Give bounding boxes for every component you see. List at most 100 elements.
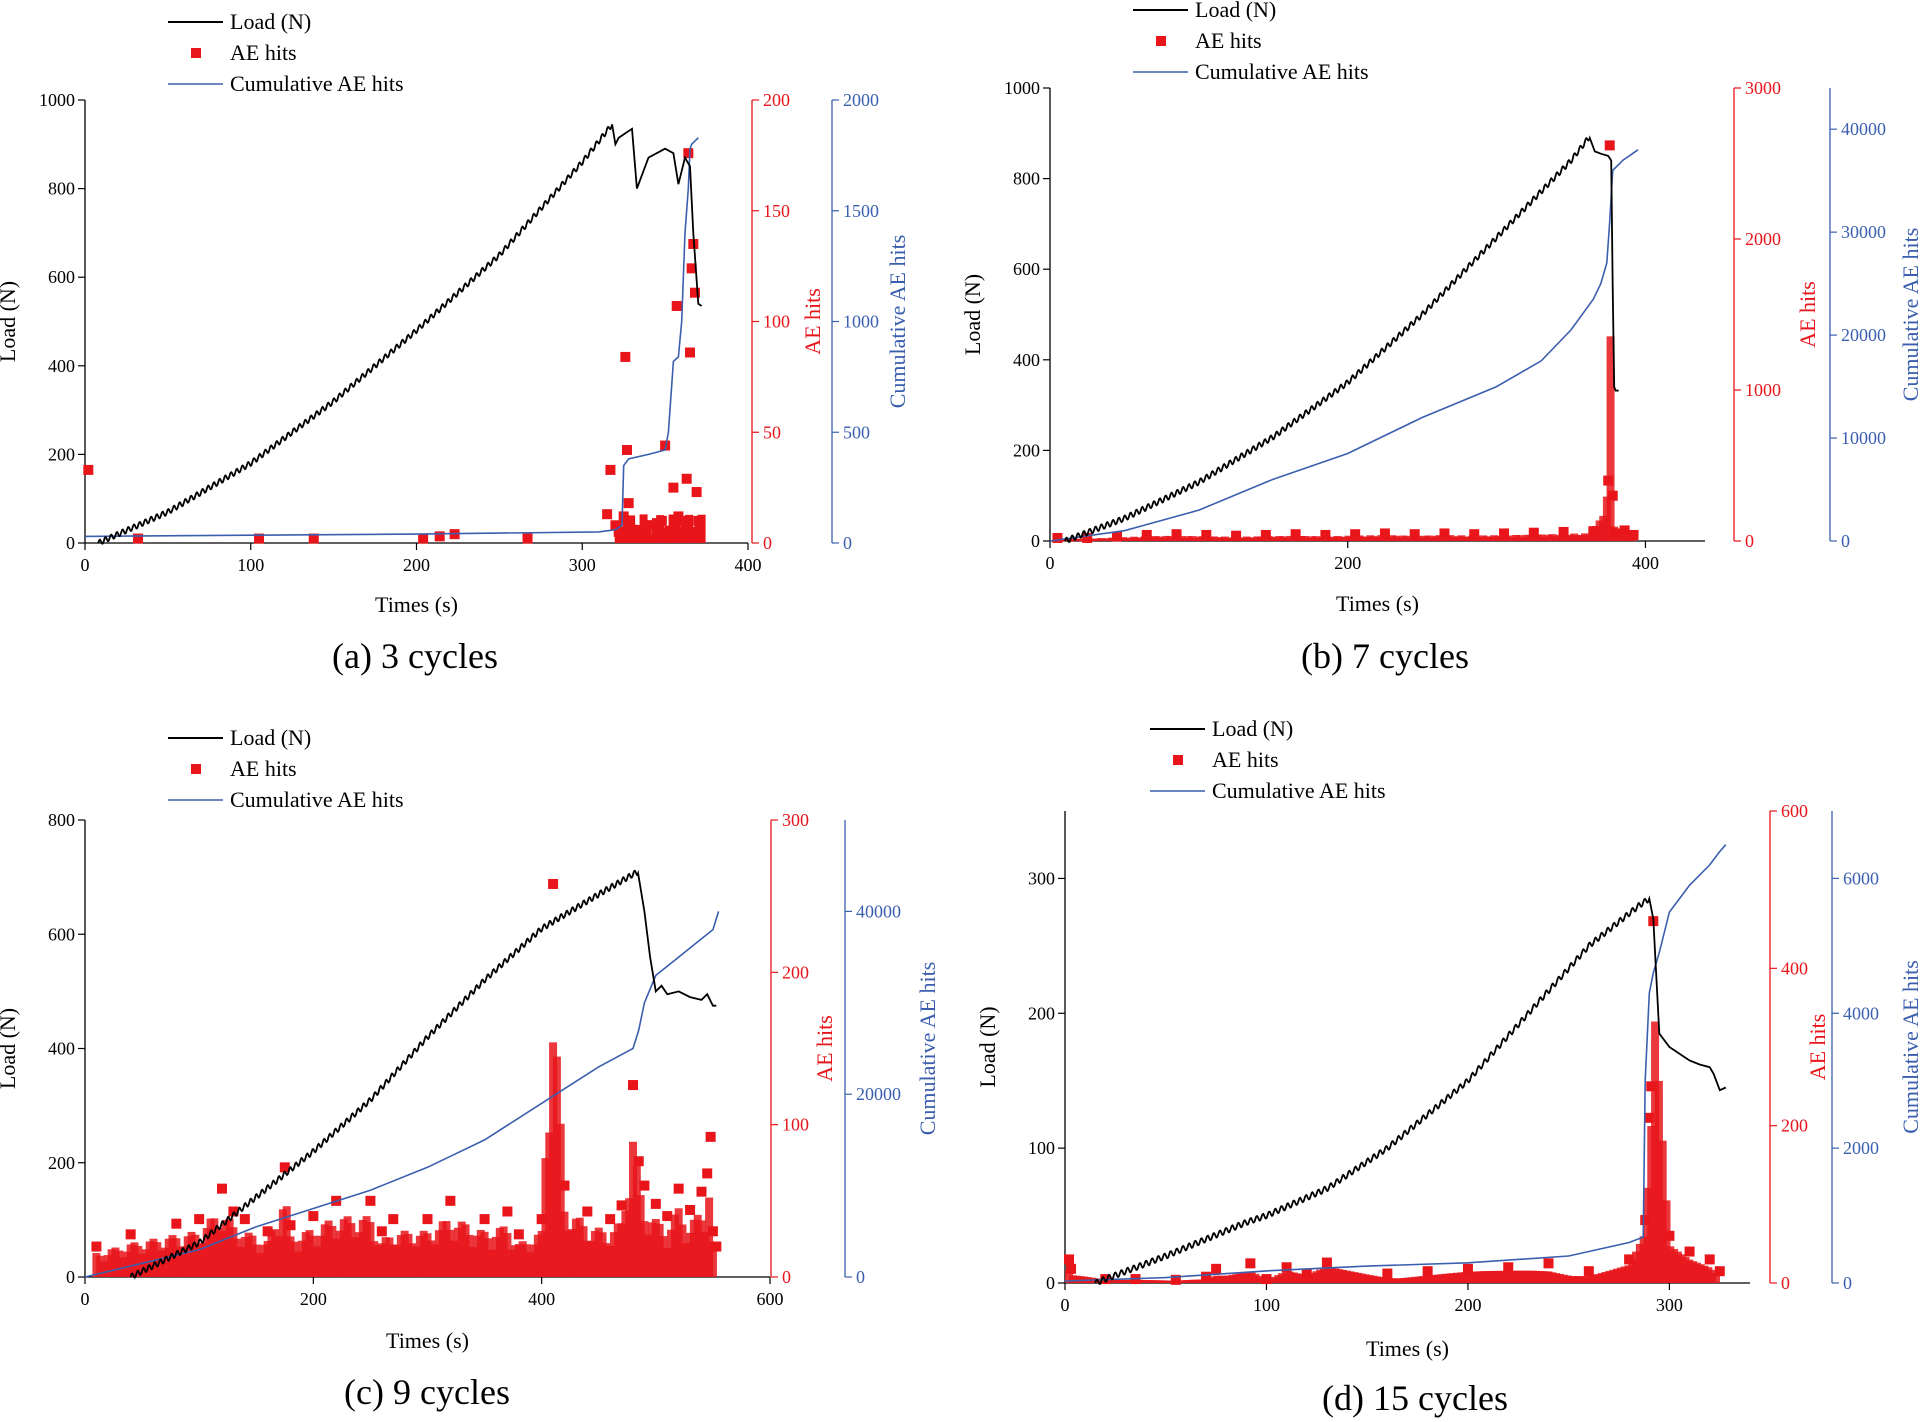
load-tick-label: 400 [1013,350,1040,370]
ae-hits-point [1052,532,1063,543]
legend: Load (N) AE hits Cumulative AE hits [1133,0,1369,84]
ae-hits-point [1640,1215,1651,1226]
cum-tick-label: 4000 [1843,1003,1879,1023]
ae-hits-bar [664,525,673,543]
load-tick-label: 800 [48,179,75,199]
ae-series [83,148,706,544]
ae-hits-point [1624,1254,1635,1265]
load-axis-label: Load (N) [0,281,20,362]
cum-axis-label: Cumulative AE hits [915,962,940,1136]
legend-cum-text: Cumulative AE hits [1212,778,1386,803]
ae-series [91,878,722,1277]
ae-hits-point [91,1241,102,1252]
ae-hits-bar [693,526,702,543]
ae-hits-point [711,1241,722,1252]
ae-hits-point [602,509,613,520]
ae-hits-point [1503,1262,1514,1273]
ae-hits-point [681,473,692,484]
ae-hits-point [1558,526,1569,537]
ae-series [1052,140,1639,543]
cum-tick-label: 20000 [856,1084,901,1104]
load-series-line [129,869,717,1279]
legend-ae-marker [191,764,201,774]
ae-hits-point [605,464,616,475]
x-axis-label: Times (s) [1366,1336,1449,1361]
x-tick-label: 200 [1334,553,1361,573]
ae-tick-label: 3000 [1745,78,1781,98]
ae-hits-point [1382,1268,1393,1279]
cum-axis-label: Cumulative AE hits [885,235,910,409]
ae-hits-bar [631,528,640,543]
ae-hits-point [1409,529,1420,540]
ae-hits-point [1439,528,1450,539]
ae-hits-point [1499,528,1510,539]
x-tick-label: 0 [81,555,90,575]
ae-tick-label: 300 [782,810,809,830]
ae-hits-point [279,1162,290,1173]
ae-hits-point [376,1226,387,1237]
ae-hits-point [1260,529,1271,540]
x-tick-label: 0 [1046,553,1055,573]
legend-ae-marker [191,48,201,58]
ae-hits-point [308,533,319,544]
chart-panel-2: 0 200 400 Times (s) 0 200 400 600 800 1000 Load (N… [960,0,1923,676]
cum-tick-label: 0 [856,1267,865,1287]
load-tick-label: 0 [66,533,75,553]
legend: Load (N) AE hits Cumulative AE hits [1150,716,1386,803]
ae-hits-point [686,263,697,274]
legend-cum-text: Cumulative AE hits [230,787,404,812]
ae-hits-point [479,1214,490,1225]
ae-hits-point [1064,1254,1075,1265]
ae-hits-bar [618,533,627,543]
x-tick-label: 300 [1656,1295,1683,1315]
ae-hits-point [1604,140,1615,151]
cum-tick-label: 1500 [843,201,879,221]
legend-load-text: Load (N) [1195,0,1276,22]
ae-hits-point [633,1156,644,1167]
ae-hits-point [1469,529,1480,540]
legend-ae-text: AE hits [230,756,297,781]
load-series-line [1094,895,1727,1286]
ae-hits-point [620,351,631,362]
ae-hits-point [684,347,695,358]
legend-cum-text: Cumulative AE hits [1195,59,1369,84]
ae-hits-point [1301,1268,1312,1279]
cum-series-line [1064,844,1727,1282]
load-tick-label: 800 [1013,169,1040,189]
ae-hits-bar [660,527,669,543]
ae-tick-label: 400 [1781,958,1808,978]
ae-hits-point [418,533,429,544]
x-axis-label: Times (s) [1336,591,1419,616]
ae-tick-label: 50 [763,422,781,442]
ae-hits-point [1607,490,1618,501]
cum-axis-label: Cumulative AE hits [1898,228,1923,402]
cum-tick-label: 0 [1841,531,1850,551]
ae-hits-point [125,1229,136,1240]
ae-hits-point [1170,1274,1181,1285]
chart-panel-4: 0 100 200 300 Times (s) 0 100 200 300 Load (N) 0 20… [975,716,1923,1418]
load-tick-label: 1000 [1004,78,1040,98]
ae-hits-point [702,1168,713,1179]
ae-hits-point [673,1183,684,1194]
x-tick-label: 400 [735,555,762,575]
ae-hits-bar [676,535,685,543]
ae-hits-point [262,1226,273,1237]
ae-tick-label: 200 [763,90,790,110]
ae-hits-point [422,1214,433,1225]
ae-hits-point [1261,1274,1272,1285]
load-axis-label: Load (N) [0,1008,20,1089]
panel-caption: (b) 7 cycles [1301,636,1469,676]
x-tick-label: 400 [1632,553,1659,573]
ae-hits-point [683,148,694,159]
load-tick-label: 800 [48,810,75,830]
panel-caption: (a) 3 cycles [332,636,498,676]
ae-hits-bar [697,514,706,543]
ae-axis-label: AE hits [1805,1014,1830,1081]
ae-hits-point [1320,529,1331,540]
ae-hits-point [1644,1112,1655,1123]
ae-hits-point [522,533,533,544]
ae-hits-point [1141,529,1152,540]
x-tick-label: 200 [403,555,430,575]
ae-hits-point [650,1198,661,1209]
